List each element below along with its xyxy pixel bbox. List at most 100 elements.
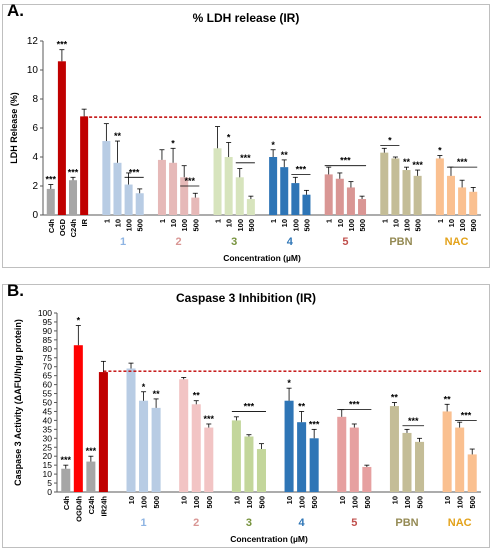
x-tick-label: 500 xyxy=(247,219,256,232)
x-tick-label: 10 xyxy=(280,219,289,227)
significance-marker: *** xyxy=(46,175,57,185)
x-tick-label: 500 xyxy=(136,219,145,232)
x-axis-label: Concentration (µM) xyxy=(223,253,301,263)
y-tick-label: 5 xyxy=(47,478,52,488)
bar xyxy=(46,188,55,215)
x-tick-label: 10 xyxy=(338,496,347,504)
significance-marker: *** xyxy=(68,167,79,177)
significance-marker: *** xyxy=(309,419,320,429)
significance-marker: ** xyxy=(193,391,201,401)
x-tick-label: 1 xyxy=(269,219,278,223)
x-tick-label: 1 xyxy=(436,219,445,223)
x-tick-label: 10 xyxy=(232,496,241,504)
bar xyxy=(458,187,467,215)
significance-marker: ** xyxy=(298,401,306,411)
group-label: 3 xyxy=(231,236,237,248)
bar xyxy=(113,162,122,215)
bar xyxy=(191,404,201,492)
bar xyxy=(324,174,333,215)
x-tick-label: 10 xyxy=(391,219,400,227)
significance-marker: ** xyxy=(444,394,452,404)
significance-marker: *** xyxy=(412,160,423,170)
significance-marker: * xyxy=(77,316,81,326)
bracket-marker: *** xyxy=(461,410,472,420)
x-tick-label: 100 xyxy=(140,496,149,509)
bar xyxy=(61,468,71,492)
significance-marker: * xyxy=(438,146,442,156)
bar xyxy=(179,379,189,492)
y-tick-label: 0 xyxy=(32,210,38,221)
bracket-marker: *** xyxy=(349,400,360,410)
bar xyxy=(402,432,412,492)
x-tick-label: 1 xyxy=(158,219,167,223)
x-tick-label: 10 xyxy=(447,219,456,227)
bar xyxy=(284,400,294,492)
x-tick-label: 100 xyxy=(403,496,412,509)
bar xyxy=(469,191,478,215)
x-tick-label: 10 xyxy=(285,496,294,504)
bar xyxy=(467,454,477,492)
significance-marker: * xyxy=(271,140,275,150)
x-tick-label: 1 xyxy=(325,219,334,223)
bar xyxy=(389,406,399,492)
y-tick-label: 4 xyxy=(32,152,38,163)
x-tick-label: IR xyxy=(80,218,89,226)
y-tick-label: 70 xyxy=(43,362,53,372)
x-tick-label: 1 xyxy=(214,219,223,223)
x-tick-label: 500 xyxy=(205,496,214,509)
x-tick-label: C4h xyxy=(47,219,56,234)
bar xyxy=(244,436,254,492)
bracket-marker: *** xyxy=(240,153,251,163)
bar xyxy=(297,422,307,492)
x-tick-label: 100 xyxy=(245,496,254,509)
bracket-marker: *** xyxy=(408,416,419,426)
y-tick-label: 50 xyxy=(43,398,53,408)
bar xyxy=(446,175,455,215)
x-tick-label: 100 xyxy=(291,219,300,232)
bar xyxy=(346,187,355,215)
bar xyxy=(231,420,241,492)
x-tick-label: OGD xyxy=(58,218,67,236)
x-tick-label: IR24h xyxy=(99,496,108,517)
significance-marker: *** xyxy=(204,414,215,424)
y-tick-label: 8 xyxy=(32,94,38,105)
bracket-marker: *** xyxy=(129,167,140,177)
bar xyxy=(73,345,83,492)
y-tick-label: 30 xyxy=(43,433,53,443)
x-tick-label: 100 xyxy=(192,496,201,509)
significance-marker: *** xyxy=(86,446,97,456)
y-tick-label: 45 xyxy=(43,406,53,416)
group-label: 1 xyxy=(140,517,146,529)
x-tick-label: C24h xyxy=(87,496,96,515)
bar xyxy=(235,177,244,215)
bracket-marker: *** xyxy=(184,176,195,186)
group-label: NAC xyxy=(445,236,469,248)
x-tick-label: 500 xyxy=(191,219,200,232)
bracket-marker: *** xyxy=(244,401,255,411)
chart-title: Caspase 3 Inhibition (IR) xyxy=(175,291,316,305)
group-label: 3 xyxy=(246,517,252,529)
x-tick-label: C4h xyxy=(62,496,71,511)
significance-marker: * xyxy=(287,378,291,388)
y-tick-label: 85 xyxy=(43,335,53,345)
significance-marker: *** xyxy=(61,455,72,465)
y-tick-label: 75 xyxy=(43,353,53,363)
bar xyxy=(213,148,222,215)
group-label: 5 xyxy=(342,236,348,248)
y-tick-label: 80 xyxy=(43,344,53,354)
y-axis-label: Caspase 3 Activity (ΔAFU/h/µg protein) xyxy=(13,319,23,486)
bar xyxy=(358,199,367,215)
x-tick-label: 500 xyxy=(358,219,367,232)
y-tick-label: 12 xyxy=(27,36,39,47)
x-tick-label: OGD4h xyxy=(74,496,83,522)
significance-marker: ** xyxy=(114,131,122,141)
x-tick-label: 500 xyxy=(257,496,266,509)
bar xyxy=(380,152,389,215)
bar xyxy=(309,438,319,492)
x-tick-label: 100 xyxy=(456,496,465,509)
group-label: PBN xyxy=(395,517,418,529)
x-tick-label: 10 xyxy=(336,219,345,227)
x-tick-label: 500 xyxy=(363,496,372,509)
x-tick-label: 100 xyxy=(180,219,189,232)
x-tick-label: C24h xyxy=(69,219,78,238)
